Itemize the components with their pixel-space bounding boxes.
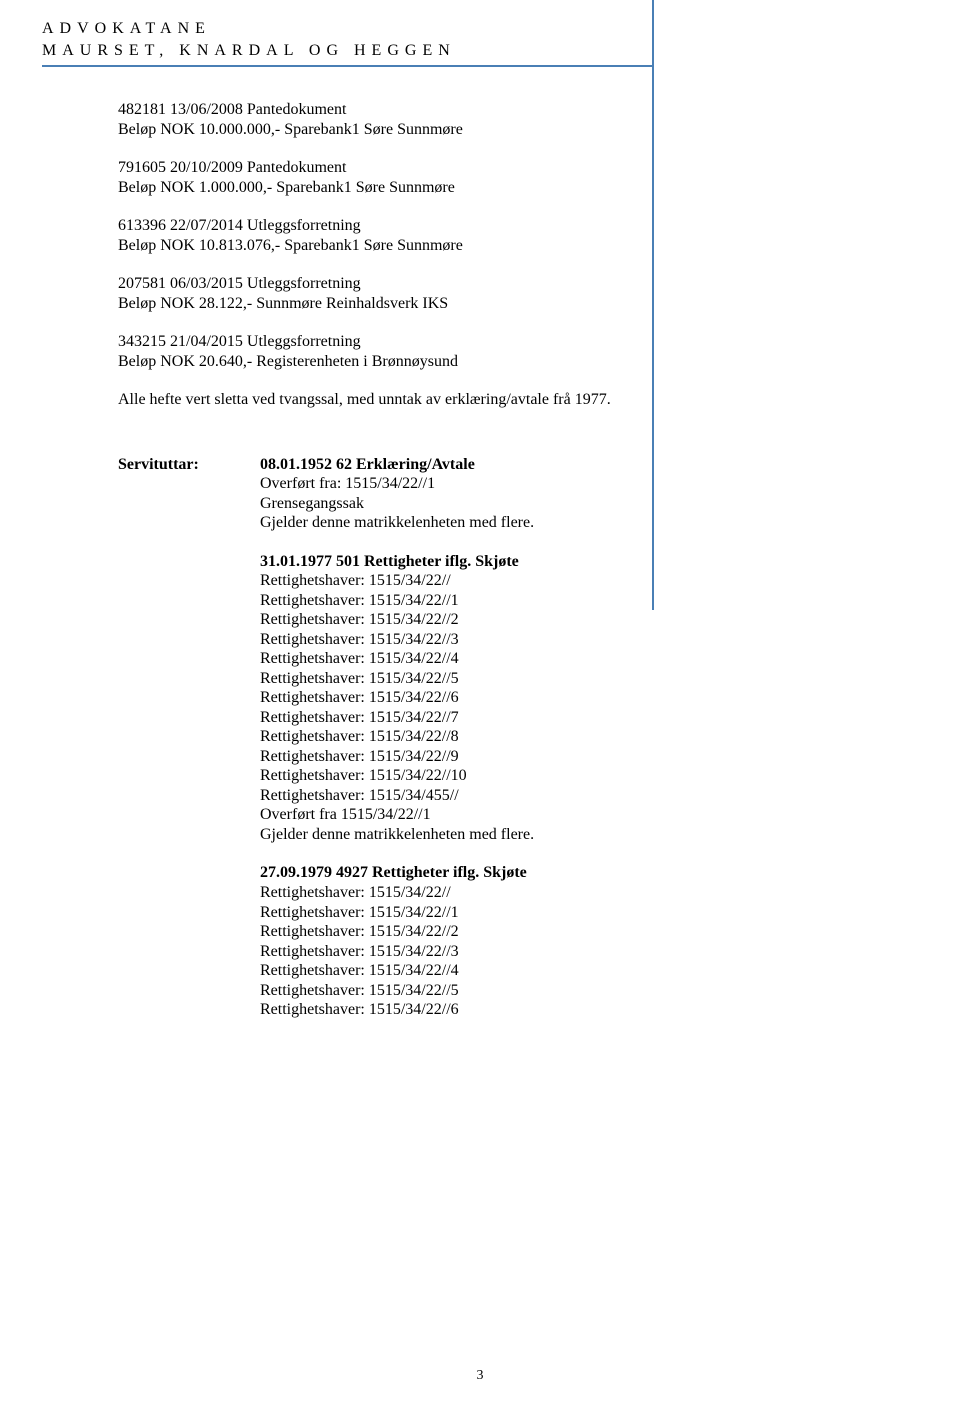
header-underline xyxy=(42,65,652,67)
servitutt-line: Rettighetshaver: 1515/34/22//7 xyxy=(260,708,838,728)
entry: 791605 20/10/2009 Pantedokument Beløp NO… xyxy=(118,158,838,197)
servituttar-label: Servituttar: xyxy=(118,455,260,475)
servitutt-line: Grensegangssak xyxy=(260,494,838,514)
entry: 207581 06/03/2015 Utleggsforretning Belø… xyxy=(118,274,838,313)
entry-line: Beløp NOK 28.122,- Sunnmøre Reinhaldsver… xyxy=(118,294,838,314)
entry-title: 613396 22/07/2014 Utleggsforretning xyxy=(118,216,838,236)
servitutt-line: Rettighetshaver: 1515/34/22//2 xyxy=(260,610,838,630)
servitutt-title: 27.09.1979 4927 Rettigheter iflg. Skjøte xyxy=(260,863,838,883)
entry-line: Beløp NOK 20.640,- Registerenheten i Brø… xyxy=(118,352,838,372)
entry-title: 482181 13/06/2008 Pantedokument xyxy=(118,100,838,120)
servitutt-line: Rettighetshaver: 1515/34/22//6 xyxy=(260,1000,838,1020)
servitutt-block: 08.01.1952 62 Erklæring/Avtale Overført … xyxy=(260,455,838,533)
sletta-note: Alle hefte vert sletta ved tvangssal, me… xyxy=(118,390,638,410)
servitutt-line: Rettighetshaver: 1515/34/22//8 xyxy=(260,727,838,747)
servitutt-line: Rettighetshaver: 1515/34/22//4 xyxy=(260,961,838,981)
servitutt-title: 31.01.1977 501 Rettigheter iflg. Skjøte xyxy=(260,552,838,572)
entry: 482181 13/06/2008 Pantedokument Beløp NO… xyxy=(118,100,838,139)
entry-line: Beløp NOK 10.000.000,- Sparebank1 Søre S… xyxy=(118,120,838,140)
entry-line: Beløp NOK 10.813.076,- Sparebank1 Søre S… xyxy=(118,236,838,256)
entry: 613396 22/07/2014 Utleggsforretning Belø… xyxy=(118,216,838,255)
servitutt-line: Overført fra 1515/34/22//1 xyxy=(260,805,838,825)
letterhead: ADVOKATANE MAURSET, KNARDAL OG HEGGEN xyxy=(42,18,456,61)
servituttar-body: 08.01.1952 62 Erklæring/Avtale Overført … xyxy=(260,455,838,1039)
servitutt-line: Rettighetshaver: 1515/34/22//5 xyxy=(260,981,838,1001)
letterhead-line1: ADVOKATANE xyxy=(42,18,456,40)
entry-title: 791605 20/10/2009 Pantedokument xyxy=(118,158,838,178)
servituttar-section: Servituttar: 08.01.1952 62 Erklæring/Avt… xyxy=(118,455,838,1039)
servitutt-line: Rettighetshaver: 1515/34/22// xyxy=(260,883,838,903)
entry-title: 207581 06/03/2015 Utleggsforretning xyxy=(118,274,838,294)
servitutt-line: Rettighetshaver: 1515/34/455// xyxy=(260,786,838,806)
servitutt-block: 27.09.1979 4927 Rettigheter iflg. Skjøte… xyxy=(260,863,838,1019)
servitutt-line: Rettighetshaver: 1515/34/22//6 xyxy=(260,688,838,708)
servitutt-line: Rettighetshaver: 1515/34/22//3 xyxy=(260,630,838,650)
servitutt-line: Rettighetshaver: 1515/34/22//9 xyxy=(260,747,838,767)
letterhead-line2: MAURSET, KNARDAL OG HEGGEN xyxy=(42,40,456,62)
servitutt-title: 08.01.1952 62 Erklæring/Avtale xyxy=(260,455,838,475)
document-body: 482181 13/06/2008 Pantedokument Beløp NO… xyxy=(118,100,838,1039)
servitutt-line: Overført fra: 1515/34/22//1 xyxy=(260,474,838,494)
page-number: 3 xyxy=(0,1368,960,1384)
servitutt-line: Rettighetshaver: 1515/34/22//3 xyxy=(260,942,838,962)
servitutt-line: Rettighetshaver: 1515/34/22//1 xyxy=(260,591,838,611)
servitutt-line: Rettighetshaver: 1515/34/22//10 xyxy=(260,766,838,786)
servitutt-line: Rettighetshaver: 1515/34/22// xyxy=(260,571,838,591)
servitutt-block: 31.01.1977 501 Rettigheter iflg. Skjøte … xyxy=(260,552,838,845)
entry-line: Beløp NOK 1.000.000,- Sparebank1 Søre Su… xyxy=(118,178,838,198)
entry: 343215 21/04/2015 Utleggsforretning Belø… xyxy=(118,332,838,371)
servitutt-line: Rettighetshaver: 1515/34/22//4 xyxy=(260,649,838,669)
entry-title: 343215 21/04/2015 Utleggsforretning xyxy=(118,332,838,352)
servitutt-line: Gjelder denne matrikkelenheten med flere… xyxy=(260,825,838,845)
servitutt-line: Rettighetshaver: 1515/34/22//2 xyxy=(260,922,838,942)
servitutt-line: Rettighetshaver: 1515/34/22//5 xyxy=(260,669,838,689)
servitutt-line: Gjelder denne matrikkelenheten med flere… xyxy=(260,513,838,533)
servitutt-line: Rettighetshaver: 1515/34/22//1 xyxy=(260,903,838,923)
